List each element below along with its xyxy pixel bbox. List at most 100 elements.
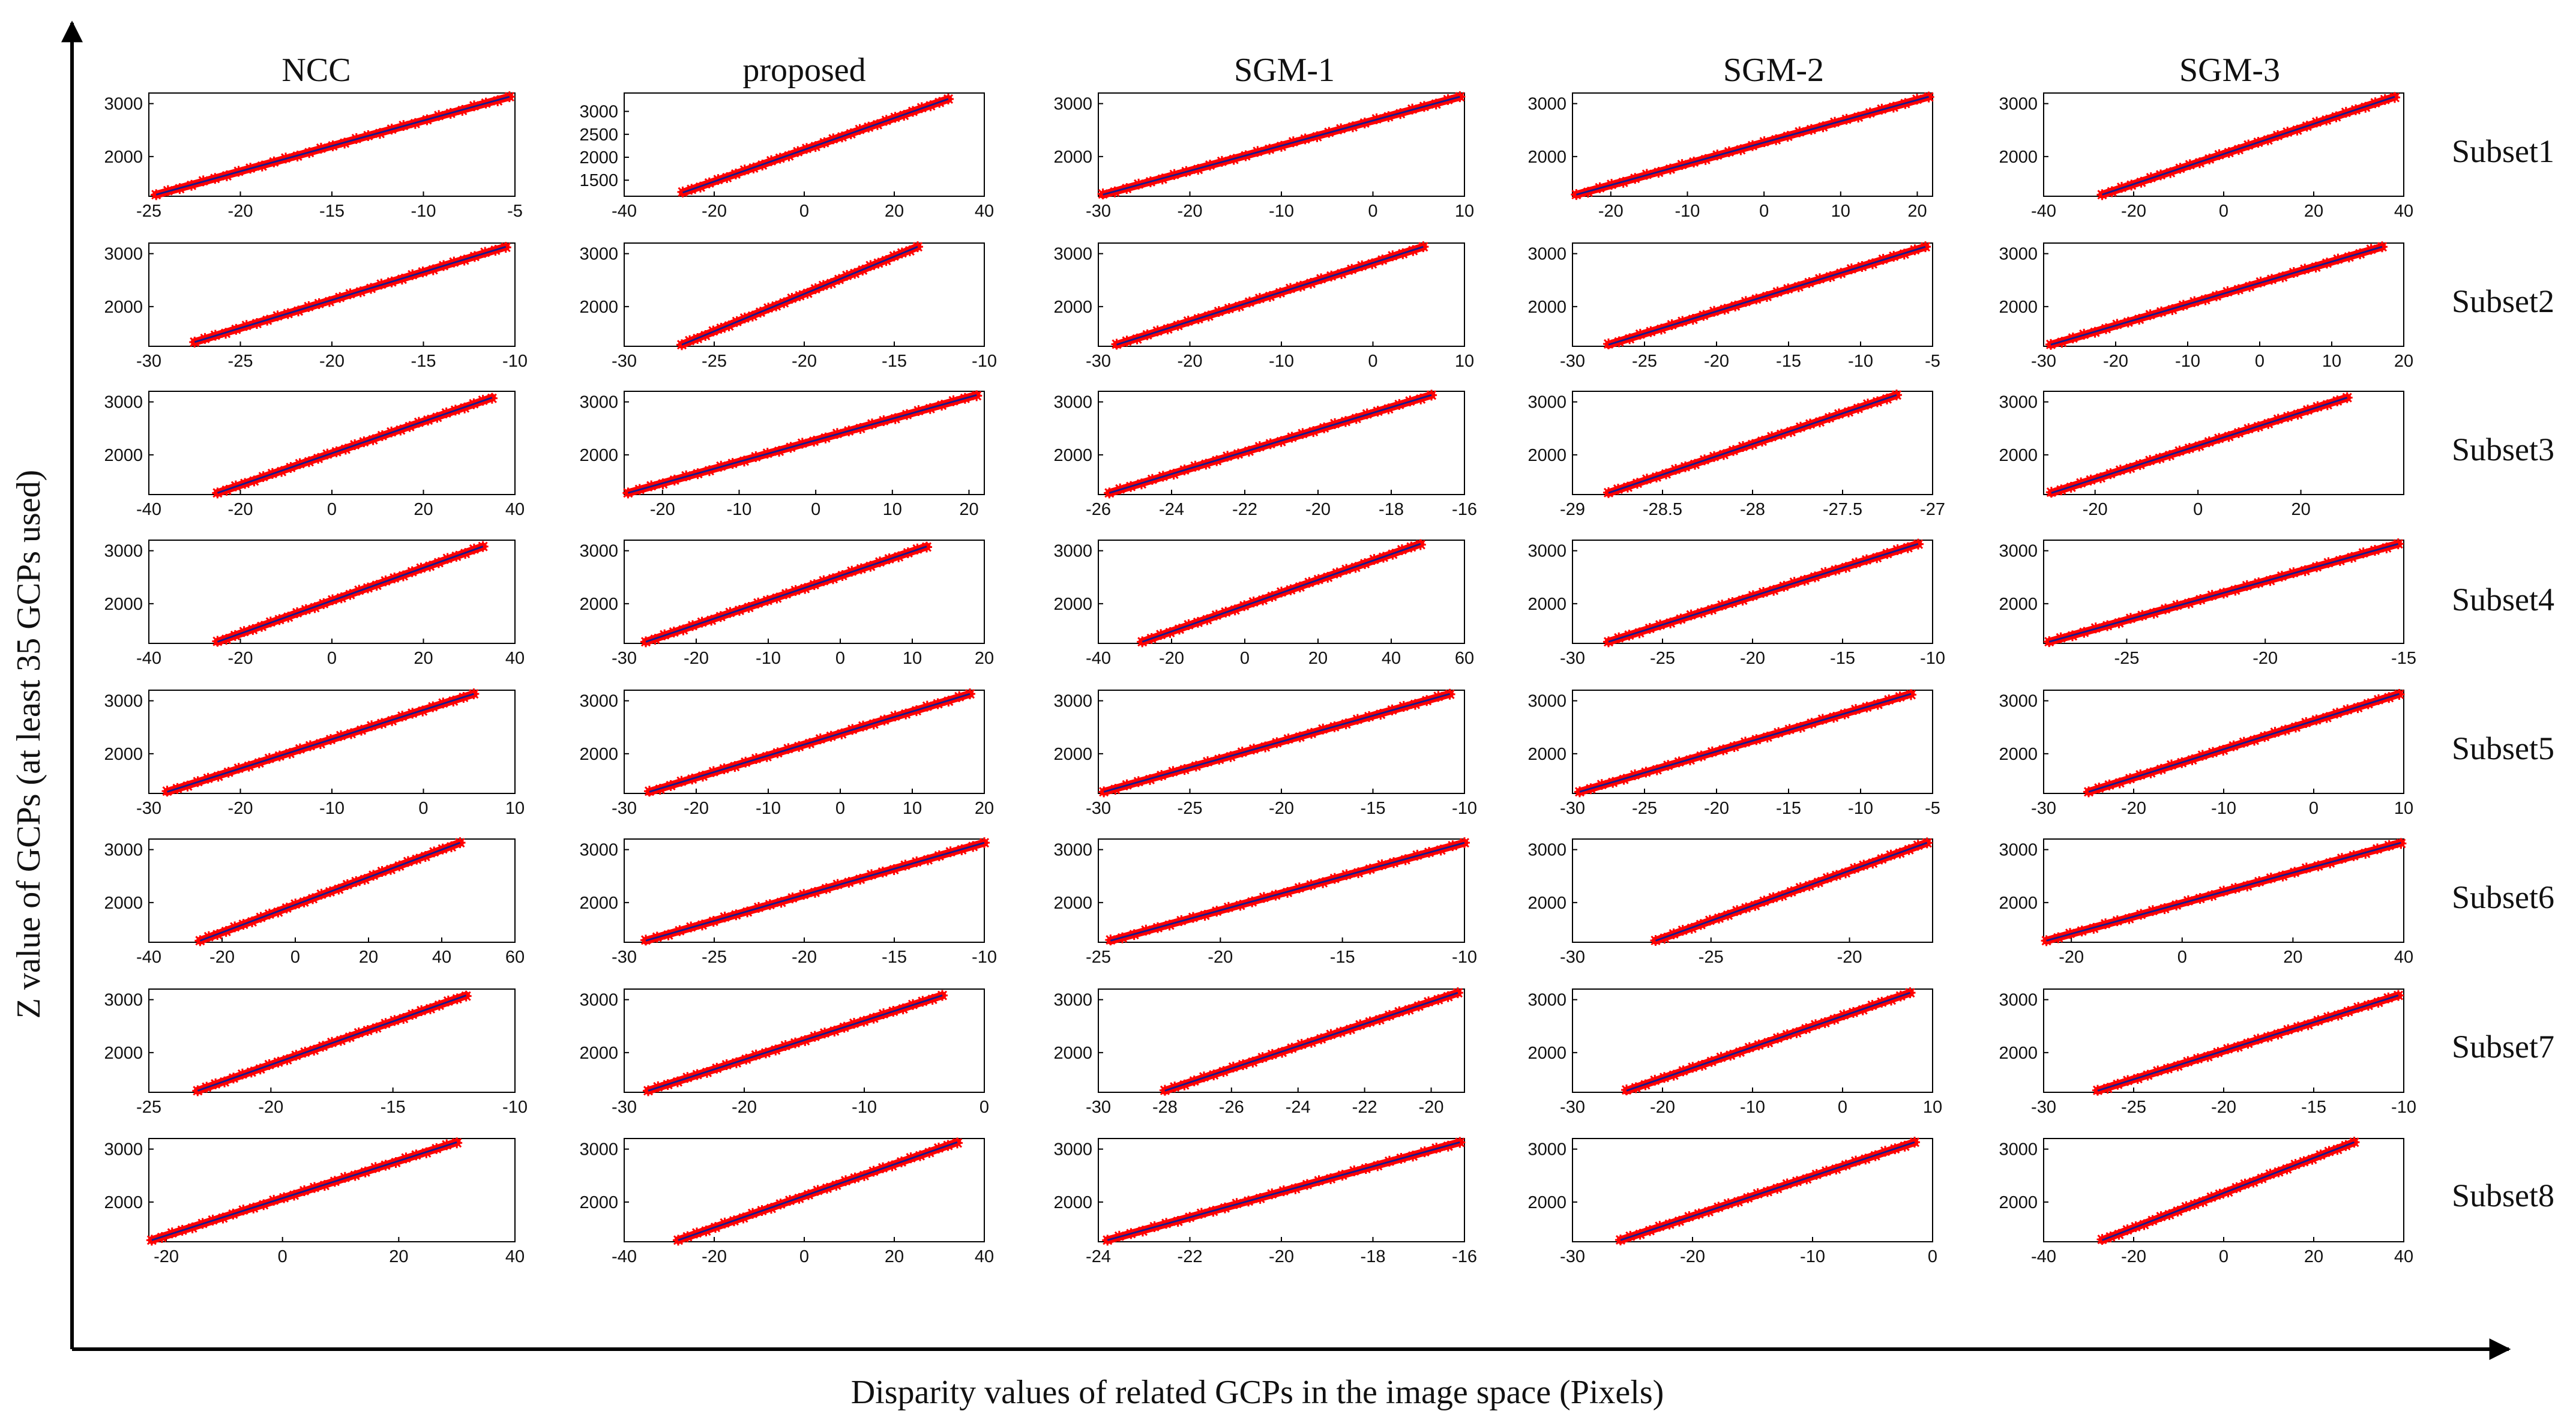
panel-subset2-ncc-xtick-label-0: -30 xyxy=(136,352,161,371)
panel-subset5-ncc-fit-line xyxy=(167,693,474,793)
panel-subset4-proposed-xtick-label-1: -20 xyxy=(684,649,709,668)
panel-subset2-sgm-3-ytick-label-1: 3000 xyxy=(1999,245,2038,264)
panel-subset6-sgm-1: -25 -20 -15 -10 2000 3000 xyxy=(1053,837,1477,967)
panel-subset8-proposed-xtick-label-1: -20 xyxy=(702,1247,727,1266)
panel-subset7-sgm-3: -30 -25 -20 -15 -10 2000 3000 xyxy=(1999,988,2416,1117)
panel-subset6-proposed-xtick-label-4: -10 xyxy=(972,948,997,967)
panel-subset3-proposed: -20 -10 0 10 20 2000 3000 xyxy=(579,390,985,519)
panel-subset4-sgm-1-ytick-label-0: 2000 xyxy=(1053,595,1092,614)
panel-subset8-sgm-2: -30 -20 -10 0 2000 3000 xyxy=(1527,1137,1937,1266)
panel-subset5-sgm-3-ytick-label-0: 2000 xyxy=(1999,745,2038,764)
panel-subset4-ncc-xtick-label-3: 20 xyxy=(414,649,433,668)
panel-subset2-sgm-1-xtick-label-1: -20 xyxy=(1178,352,1203,371)
panel-subset8-ncc-xtick-label-2: 20 xyxy=(389,1247,408,1266)
panel-subset2-ncc-ytick-label-1: 3000 xyxy=(104,245,143,264)
column-title-proposed: proposed xyxy=(742,52,865,89)
panel-subset8-sgm-1-fit-line xyxy=(1107,1141,1460,1241)
panel-subset2-proposed-ytick-label-0: 2000 xyxy=(579,298,618,317)
panel-subset4-sgm-2-xtick-label-2: -20 xyxy=(1740,649,1765,668)
panel-subset2-sgm-2-fit-line xyxy=(1608,245,1926,346)
panel-subset6-ncc-xtick-label-3: 20 xyxy=(359,948,378,967)
panel-subset5-proposed-ytick-label-1: 3000 xyxy=(579,692,618,711)
panel-subset3-sgm-1-xtick-label-3: -20 xyxy=(1305,500,1331,519)
panel-subset5-sgm-3-xtick-label-3: 0 xyxy=(2309,799,2319,818)
panel-subset3-proposed-xtick-label-1: -10 xyxy=(727,500,752,519)
panel-subset3-proposed-xtick-label-0: -20 xyxy=(650,500,675,519)
panel-subset2-sgm-2-xtick-label-2: -20 xyxy=(1704,352,1729,371)
panel-subset1-sgm-1-ytick-label-1: 3000 xyxy=(1053,95,1092,114)
panel-subset1-sgm-1-xtick-label-2: -10 xyxy=(1269,202,1294,221)
panel-subset6-sgm-2-ytick-label-0: 2000 xyxy=(1527,894,1566,913)
panel-subset8-sgm-1-ytick-label-0: 2000 xyxy=(1053,1193,1092,1212)
panel-subset4-ncc-fit-line xyxy=(217,546,484,643)
panel-subset5-ncc: -30 -20 -10 0 10 2000 3000 xyxy=(104,688,525,818)
panel-subset4-sgm-1-xtick-label-3: 20 xyxy=(1308,649,1328,668)
panel-subset4-sgm-3-ytick-label-0: 2000 xyxy=(1999,595,2038,614)
panel-subset5-sgm-1-xtick-label-0: -30 xyxy=(1086,799,1111,818)
panel-subset8-proposed: -40 -20 0 20 40 2000 3000 xyxy=(579,1137,994,1266)
panel-subset7-sgm-3-ytick-label-1: 3000 xyxy=(1999,991,2038,1010)
panel-subset6-sgm-2-ytick-label-1: 3000 xyxy=(1527,841,1566,860)
panel-subset4-proposed-fit-line xyxy=(645,546,927,643)
panel-subset5-ncc-xtick-label-0: -30 xyxy=(136,799,161,818)
panel-subset7-sgm-2-xtick-label-3: 0 xyxy=(1838,1098,1847,1117)
panel-subset3-ncc-xtick-label-4: 40 xyxy=(505,500,525,519)
panel-subset6-sgm-3: -20 0 20 40 2000 3000 xyxy=(1999,838,2413,967)
panel-subset6-sgm-3-ytick-label-1: 3000 xyxy=(1999,841,2038,860)
panel-subset8-ncc-xtick-label-3: 40 xyxy=(505,1247,525,1266)
panel-subset3-ncc-xtick-label-0: -40 xyxy=(136,500,161,519)
panel-subset4-sgm-1-xtick-label-2: 0 xyxy=(1240,649,1250,668)
panel-subset7-proposed-ytick-label-0: 2000 xyxy=(579,1044,618,1063)
panel-subset1-sgm-3-fit-line xyxy=(2102,95,2395,196)
panel-subset2-proposed-ytick-label-1: 3000 xyxy=(579,245,618,264)
panel-subset8-proposed-xtick-label-3: 20 xyxy=(885,1247,904,1266)
panel-subset2-proposed-fit-line xyxy=(681,245,918,346)
panel-subset5-proposed-fit-line xyxy=(649,693,971,793)
panel-subset8-sgm-3-fit-line xyxy=(2101,1141,2355,1241)
panel-subset2-proposed: -30 -25 -20 -15 -10 2000 3000 xyxy=(579,241,997,371)
panel-subset6-sgm-2-fit-line xyxy=(1655,841,1928,942)
panel-subset6-sgm-3-ytick-label-0: 2000 xyxy=(1999,894,2038,913)
panel-subset1-sgm-3-xtick-label-2: 0 xyxy=(2219,202,2228,221)
panel-subset7-sgm-3-xtick-label-4: -10 xyxy=(2391,1098,2416,1117)
panel-subset3-ncc-fit-line xyxy=(217,397,493,494)
panel-subset7-sgm-1-xtick-label-5: -20 xyxy=(1419,1098,1444,1117)
panel-subset8-proposed-xtick-label-0: -40 xyxy=(612,1247,637,1266)
panel-subset4-sgm-2-xtick-label-1: -25 xyxy=(1650,649,1675,668)
panel-subset3-sgm-2-ytick-label-0: 2000 xyxy=(1527,446,1566,465)
panel-subset5-proposed-xtick-label-2: -10 xyxy=(756,799,781,818)
panel-subset4-sgm-1-ytick-label-1: 3000 xyxy=(1053,542,1092,561)
panel-subset5-sgm-2-ytick-label-0: 2000 xyxy=(1527,745,1566,764)
panel-subset6-sgm-3-fit-line xyxy=(2046,841,2401,942)
row-label-subset8: Subset8 xyxy=(2452,1178,2554,1214)
panel-subset4-sgm-2-xtick-label-0: -30 xyxy=(1560,649,1585,668)
panel-subset5-ncc-xtick-label-1: -20 xyxy=(228,799,253,818)
panel-subset1-ncc: -25 -20 -15 -10 -5 2000 3000 xyxy=(104,91,523,221)
panel-subset7-sgm-1-frame xyxy=(1098,988,1465,1093)
panel-subset6-proposed: -30 -25 -20 -15 -10 2000 3000 xyxy=(579,837,997,967)
row-labels: Subset1 Subset2 Subset3 Subset4 Subset5 … xyxy=(2452,133,2554,1214)
panel-subset6-sgm-2-frame xyxy=(1572,838,1933,943)
panel-subset4-sgm-2-ytick-label-0: 2000 xyxy=(1527,595,1566,614)
panel-subset4-proposed-xtick-label-3: 0 xyxy=(835,649,845,668)
panel-subset6-proposed-xtick-label-1: -25 xyxy=(702,948,727,967)
panel-subset4-sgm-2-ytick-label-1: 3000 xyxy=(1527,542,1566,561)
panel-subset3-sgm-2-xtick-label-4: -27 xyxy=(1920,500,1945,519)
panel-subset4-sgm-3-xtick-label-0: -25 xyxy=(2114,649,2140,668)
panel-subset1-sgm-1-fit-line xyxy=(1103,95,1460,196)
panel-subset1-sgm-2-fit-line xyxy=(1575,95,1930,196)
panel-subset3-sgm-3-xtick-label-0: -20 xyxy=(2083,500,2108,519)
panel-subset4-sgm-3-xtick-label-1: -20 xyxy=(2252,649,2278,668)
row-label-subset6: Subset6 xyxy=(2452,879,2554,915)
panel-subset4-proposed-xtick-label-2: -10 xyxy=(756,649,781,668)
panel-subset6-sgm-1-ytick-label-0: 2000 xyxy=(1053,894,1092,913)
panel-subset1-proposed-xtick-label-2: 0 xyxy=(799,202,809,221)
panel-subset3-sgm-2-xtick-label-3: -27.5 xyxy=(1823,500,1862,519)
panel-subset7-sgm-2-fit-line xyxy=(1626,991,1910,1092)
panel-subset4-ncc-ytick-label-1: 3000 xyxy=(104,542,143,561)
panel-subset6-proposed-xtick-label-0: -30 xyxy=(612,948,637,967)
panel-subset6-ncc-ytick-label-0: 2000 xyxy=(104,894,143,913)
panel-subset7-sgm-3-xtick-label-0: -30 xyxy=(2031,1098,2056,1117)
